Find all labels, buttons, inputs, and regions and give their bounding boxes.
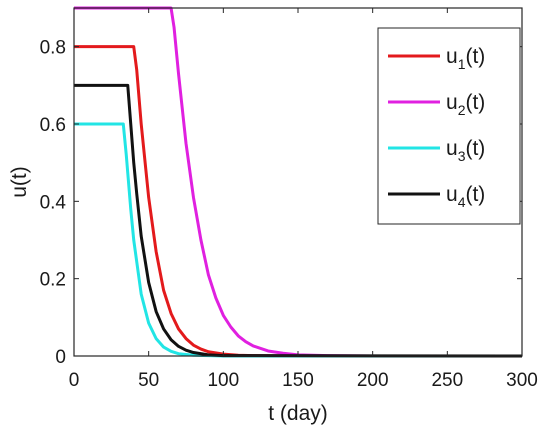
legend-label: u2(t) [446, 91, 485, 118]
legend: u1(t) u2(t) u3(t) u4(t) [377, 27, 521, 225]
x-tick-label: 150 [282, 370, 314, 391]
y-tick-label: 0.4 [40, 192, 67, 213]
legend-box [377, 27, 521, 225]
y-tick-label: 0.8 [40, 38, 66, 59]
y-tick-label: 0.2 [40, 270, 66, 291]
legend-label: u3(t) [446, 137, 485, 164]
x-tick-label: 100 [207, 370, 239, 391]
x-tick-label: 200 [357, 370, 389, 391]
x-tick-label: 0 [69, 370, 80, 391]
x-axis: 0 50 100 150 200 250 300 [69, 8, 538, 391]
y-axis-label: u(t) [8, 166, 31, 198]
series-line-u4 [74, 83, 523, 358]
x-tick-label: 250 [431, 370, 463, 391]
x-axis-label: t (day) [268, 402, 328, 425]
y-axis: 0 0.2 0.4 0.6 0.8 [40, 38, 522, 368]
legend-label: u4(t) [446, 183, 485, 210]
y-tick-label: 0.6 [40, 115, 66, 136]
series-line-u3 [74, 122, 522, 358]
y-tick-label: 0 [55, 347, 66, 368]
x-tick-label: 50 [138, 370, 159, 391]
legend-label: u1(t) [446, 45, 485, 72]
x-tick-label: 300 [506, 370, 538, 391]
